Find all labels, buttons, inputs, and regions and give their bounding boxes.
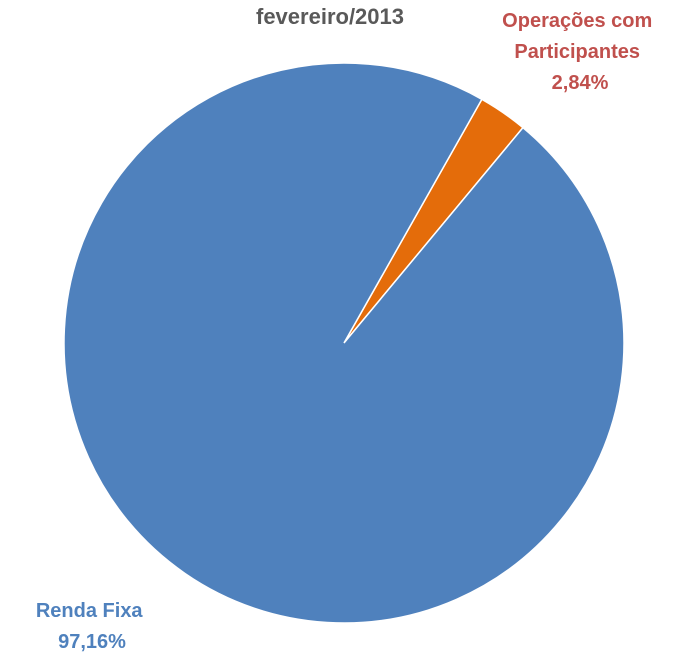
slice-label-renda-fixa: Renda Fixa 97,16%	[36, 600, 148, 653]
slice-value-operacoes: 2,84%	[552, 72, 609, 94]
slice-label-renda-fixa-line1: Renda Fixa	[36, 600, 144, 622]
slice-value-renda-fixa: 97,16%	[58, 631, 126, 653]
slice-label-operacoes: Operações com Participantes 2,84%	[502, 10, 658, 94]
slice-label-operacoes-line1: Operações com	[502, 10, 652, 32]
pie-slices	[63, 62, 625, 624]
chart-title: fevereiro/2013	[256, 4, 404, 29]
pie-slice-renda-fixa	[63, 62, 625, 624]
slice-label-operacoes-line2: Participantes	[514, 41, 640, 63]
